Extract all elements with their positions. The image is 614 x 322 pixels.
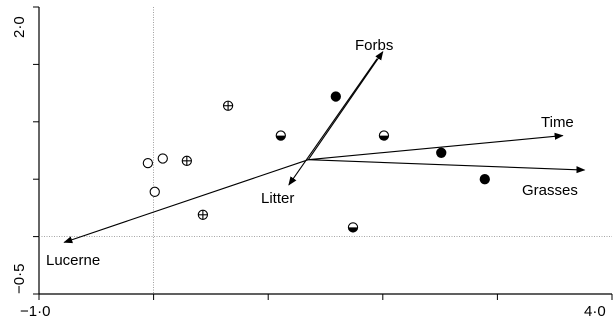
vector-arrow-grasses [308, 159, 586, 174]
vector-label-forbs: Forbs [355, 37, 393, 54]
vector-arrow-lucerne [63, 159, 309, 244]
point-filled-circle [330, 91, 341, 102]
x-tick-label-max: 4·0 [584, 303, 606, 320]
vector-arrow-forbs [307, 51, 384, 160]
vector-label-litter: Litter [261, 190, 294, 207]
vector-label-grasses: Grasses [522, 182, 578, 199]
vector-arrow-time [308, 132, 564, 161]
vector-arrow-litter [288, 58, 378, 186]
point-filled-circle [436, 147, 447, 158]
point-circle-with-cross [197, 209, 209, 220]
vector-label-lucerne: Lucerne [46, 252, 100, 269]
point-circle-with-cross [222, 100, 234, 111]
vector-label-time: Time [541, 114, 574, 131]
point-open-circle [149, 186, 160, 197]
axis-ticks [33, 6, 613, 300]
point-half-filled-circle [378, 130, 390, 141]
data-points [142, 91, 490, 233]
point-circle-with-cross [181, 155, 192, 166]
y-tick-label-min: −0·5 [11, 264, 28, 294]
point-open-circle [157, 153, 168, 164]
point-filled-circle [479, 174, 490, 185]
y-tick-label-max: 2·0 [11, 16, 28, 38]
biplot-vectors [63, 51, 586, 244]
point-half-filled-circle [275, 130, 286, 141]
point-open-circle [142, 157, 154, 169]
x-tick-label-min: −1·0 [20, 303, 50, 320]
point-half-filled-circle [347, 222, 359, 233]
